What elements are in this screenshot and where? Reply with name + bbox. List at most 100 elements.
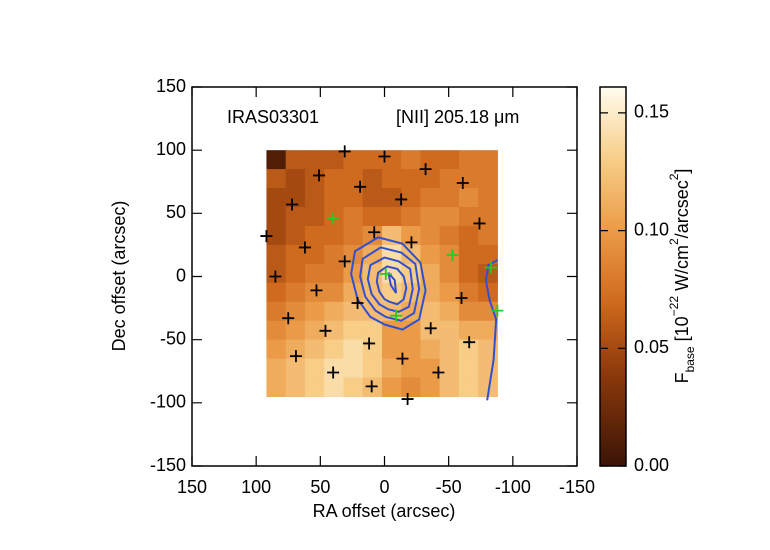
marker (378, 150, 391, 163)
colorbar-tick-label: 0.00 (634, 455, 669, 475)
heatmap-cell (285, 150, 306, 170)
heatmap-cell (458, 188, 479, 208)
heatmap-cell (420, 150, 441, 170)
y-tick-label: -150 (150, 455, 186, 475)
heatmap-cell (458, 320, 479, 341)
heatmap-cell (439, 150, 460, 170)
x-tick-label: 150 (177, 477, 207, 497)
contour (375, 265, 408, 306)
heatmap-cell (304, 282, 325, 303)
heatmap-cell (381, 377, 402, 398)
x-axis-label: RA offset (arcsec) (313, 501, 456, 521)
heatmap-cell (304, 320, 325, 341)
heatmap-cell (324, 150, 344, 170)
heatmap-cell (266, 225, 287, 246)
y-tick-label: 100 (156, 139, 186, 159)
contour (484, 259, 498, 401)
heatmap-cell (478, 150, 498, 170)
heatmap-cell (266, 339, 287, 360)
heatmap-cell (324, 320, 344, 341)
heatmap-cell (285, 320, 306, 341)
contour (387, 272, 398, 294)
y-tick-label: -100 (150, 392, 186, 412)
contour (366, 256, 414, 313)
heatmap-cell (285, 339, 306, 360)
heatmap-cell (285, 301, 306, 322)
heatmap-cell (285, 225, 306, 246)
heatmap-cell (478, 225, 498, 246)
colorbar-label-part: 2 (667, 238, 681, 245)
marker (313, 169, 326, 182)
heatmap-cell (401, 320, 421, 341)
marker (354, 180, 367, 193)
colorbar-label-part: 2 (667, 173, 681, 180)
heatmap-cell (401, 207, 421, 227)
heatmap-cell (343, 320, 364, 341)
heatmap-cell (304, 358, 325, 379)
heatmap-cell (362, 263, 383, 284)
x-tick-label: -100 (495, 477, 531, 497)
marker (289, 350, 302, 363)
marker (269, 270, 282, 283)
heatmap-cell (285, 358, 306, 379)
marker (286, 198, 299, 211)
heatmap-cell (401, 244, 421, 265)
heatmap-cell (266, 358, 287, 379)
heatmap-cell (458, 358, 479, 379)
heatmap-cell (439, 339, 460, 360)
heatmap-cell (304, 169, 325, 189)
heatmap-cell (478, 207, 498, 227)
heatmap-cell (401, 358, 421, 379)
heatmap-cell (343, 225, 364, 246)
colorbar-tick-label: 0.15 (634, 102, 669, 122)
heatmap-cell (478, 188, 498, 208)
heatmap-cell (324, 282, 344, 303)
heatmap-cell (439, 207, 460, 227)
heatmap-cell (420, 188, 441, 208)
colorbar-label-part: F (672, 372, 692, 383)
heatmap-cell (439, 377, 460, 398)
heatmap-cell (458, 339, 479, 360)
marker (473, 217, 486, 230)
y-axis-label: Dec offset (arcsec) (109, 201, 129, 352)
heatmap-cell (439, 225, 460, 246)
heatmap-cell (266, 244, 287, 265)
heatmap-cell (362, 320, 383, 341)
marker (432, 366, 445, 379)
marker (455, 291, 468, 304)
y-tick-label: 50 (166, 202, 186, 222)
heatmap-cell (478, 377, 498, 398)
marker (456, 177, 469, 190)
marker (405, 236, 418, 249)
heatmap-cell (458, 150, 479, 170)
colorbar-label-part: [10 (672, 316, 692, 346)
heatmap-cell (285, 188, 306, 208)
marker (401, 393, 414, 406)
marker (282, 312, 295, 325)
heatmap-cell (458, 207, 479, 227)
marker (363, 337, 376, 350)
colorbar-tick-label: 0.05 (634, 337, 669, 357)
heatmap-cell (343, 301, 364, 322)
heatmap-cell (478, 169, 498, 189)
heatmap-cell (362, 169, 383, 189)
heatmap-cell (304, 207, 325, 227)
marker (396, 352, 409, 365)
marker (419, 163, 432, 176)
heatmap-cell (324, 244, 344, 265)
heatmap-cell (362, 150, 383, 170)
heatmap-cell (324, 301, 344, 322)
heatmap-cell (304, 377, 325, 398)
heatmap-cell (458, 377, 479, 398)
heatmap-cell (343, 169, 364, 189)
heatmap-cell (439, 301, 460, 322)
heatmap-cell (324, 263, 344, 284)
heatmap-cell (439, 282, 460, 303)
colorbar-label: Fbase [10−22 W/cm2/arcsec2] (667, 169, 697, 384)
heatmap-cell (362, 207, 383, 227)
marker (365, 380, 378, 393)
marker (424, 322, 437, 335)
heatmap-cell (343, 263, 364, 284)
heatmap-cell (420, 377, 441, 398)
